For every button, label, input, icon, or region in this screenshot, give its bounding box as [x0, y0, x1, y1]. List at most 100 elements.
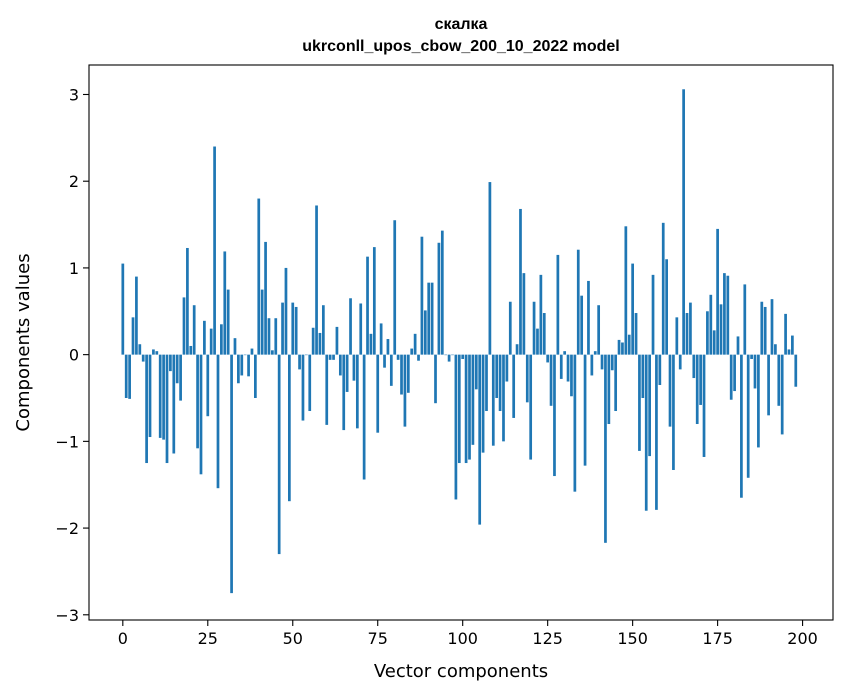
- bar-118: [522, 273, 526, 355]
- bar-30: [223, 251, 227, 355]
- x-tick-label: 200: [787, 629, 818, 648]
- bar-34: [237, 354, 240, 384]
- bar-128: [556, 254, 560, 355]
- bar-21: [192, 305, 196, 355]
- bar-54: [304, 354, 308, 356]
- bar-103: [471, 354, 475, 445]
- bar-65: [342, 354, 346, 431]
- bar-190: [767, 354, 770, 416]
- bar-148: [624, 226, 628, 355]
- bar-39: [254, 354, 257, 398]
- bar-158: [658, 354, 662, 385]
- bar-41: [260, 289, 264, 355]
- bar-44: [271, 350, 274, 355]
- bar-151: [634, 313, 638, 355]
- y-tick-label: −3: [55, 606, 79, 625]
- bar-40: [257, 198, 261, 355]
- bar-31: [226, 289, 230, 355]
- bar-86: [413, 333, 417, 355]
- bar-2: [128, 354, 131, 399]
- bar-192: [774, 344, 777, 355]
- bar-125: [546, 354, 550, 363]
- bar-123: [539, 274, 543, 355]
- bar-91: [430, 282, 434, 355]
- bar-170: [699, 354, 702, 405]
- bar-52: [298, 354, 301, 370]
- bar-124: [542, 313, 546, 355]
- bar-102: [468, 354, 471, 460]
- bar-131: [566, 354, 570, 382]
- bar-87: [417, 354, 420, 361]
- bar-12: [162, 354, 165, 440]
- bar-144: [610, 354, 614, 371]
- bar-111: [498, 354, 502, 412]
- bar-24: [203, 320, 206, 355]
- bar-92: [434, 354, 437, 404]
- x-tick-label: 125: [532, 629, 563, 648]
- bar-75: [376, 354, 380, 433]
- bar-49: [288, 354, 291, 502]
- bar-11: [158, 354, 162, 438]
- bar-143: [607, 354, 611, 425]
- x-axis-ticks: 0 25 50 75 100 125 150 175 200: [118, 620, 818, 648]
- bar-14: [169, 354, 172, 372]
- bar-56: [311, 327, 315, 355]
- bar-161: [668, 354, 672, 427]
- bar-114: [508, 301, 512, 355]
- bar-133: [573, 354, 577, 492]
- bar-113: [505, 354, 509, 382]
- bar-191: [770, 299, 774, 355]
- bar-69: [355, 354, 359, 429]
- bar-180: [733, 354, 736, 392]
- bar-154: [644, 354, 648, 511]
- bar-18: [182, 297, 186, 355]
- bar-150: [631, 263, 634, 355]
- y-axis-ticks: −3 −2 −1 0 1 2 3: [55, 85, 89, 625]
- bar-122: [536, 328, 539, 355]
- bar-168: [692, 354, 696, 379]
- bar-0: [121, 263, 125, 355]
- bar-149: [627, 334, 631, 355]
- bar-177: [723, 273, 726, 355]
- bar-100: [461, 354, 465, 359]
- bar-159: [661, 222, 665, 355]
- bar-115: [512, 354, 516, 418]
- bar-78: [386, 339, 390, 355]
- bar-58: [318, 332, 322, 355]
- bar-185: [750, 354, 753, 359]
- bar-94: [440, 230, 444, 355]
- bar-109: [491, 354, 495, 446]
- bar-10: [155, 351, 159, 355]
- bar-35: [240, 354, 244, 376]
- bar-42: [264, 241, 267, 355]
- bar-107: [485, 354, 488, 412]
- bar-142: [604, 354, 607, 543]
- bar-28: [216, 354, 220, 489]
- bar-126: [549, 354, 553, 406]
- bar-155: [648, 354, 651, 457]
- bar-169: [695, 354, 699, 425]
- bar-137: [587, 280, 590, 355]
- bar-81: [396, 354, 400, 360]
- bar-62: [332, 354, 335, 360]
- x-tick-label: 100: [447, 629, 478, 648]
- bar-82: [400, 354, 403, 395]
- bar-33: [233, 338, 237, 355]
- bar-104: [474, 354, 478, 390]
- bar-188: [760, 301, 764, 355]
- bar-145: [614, 354, 618, 412]
- bar-147: [621, 342, 624, 355]
- bar-13: [165, 354, 169, 464]
- bar-194: [780, 354, 784, 435]
- bar-160: [665, 259, 668, 355]
- bar-6: [141, 354, 145, 362]
- bar-72: [366, 256, 369, 355]
- bar-68: [352, 354, 356, 381]
- bar-193: [777, 354, 781, 406]
- bar-7: [145, 354, 148, 464]
- bar-43: [267, 318, 271, 355]
- bar-99: [457, 354, 461, 464]
- bar-97: [451, 354, 454, 356]
- bar-88: [420, 236, 424, 355]
